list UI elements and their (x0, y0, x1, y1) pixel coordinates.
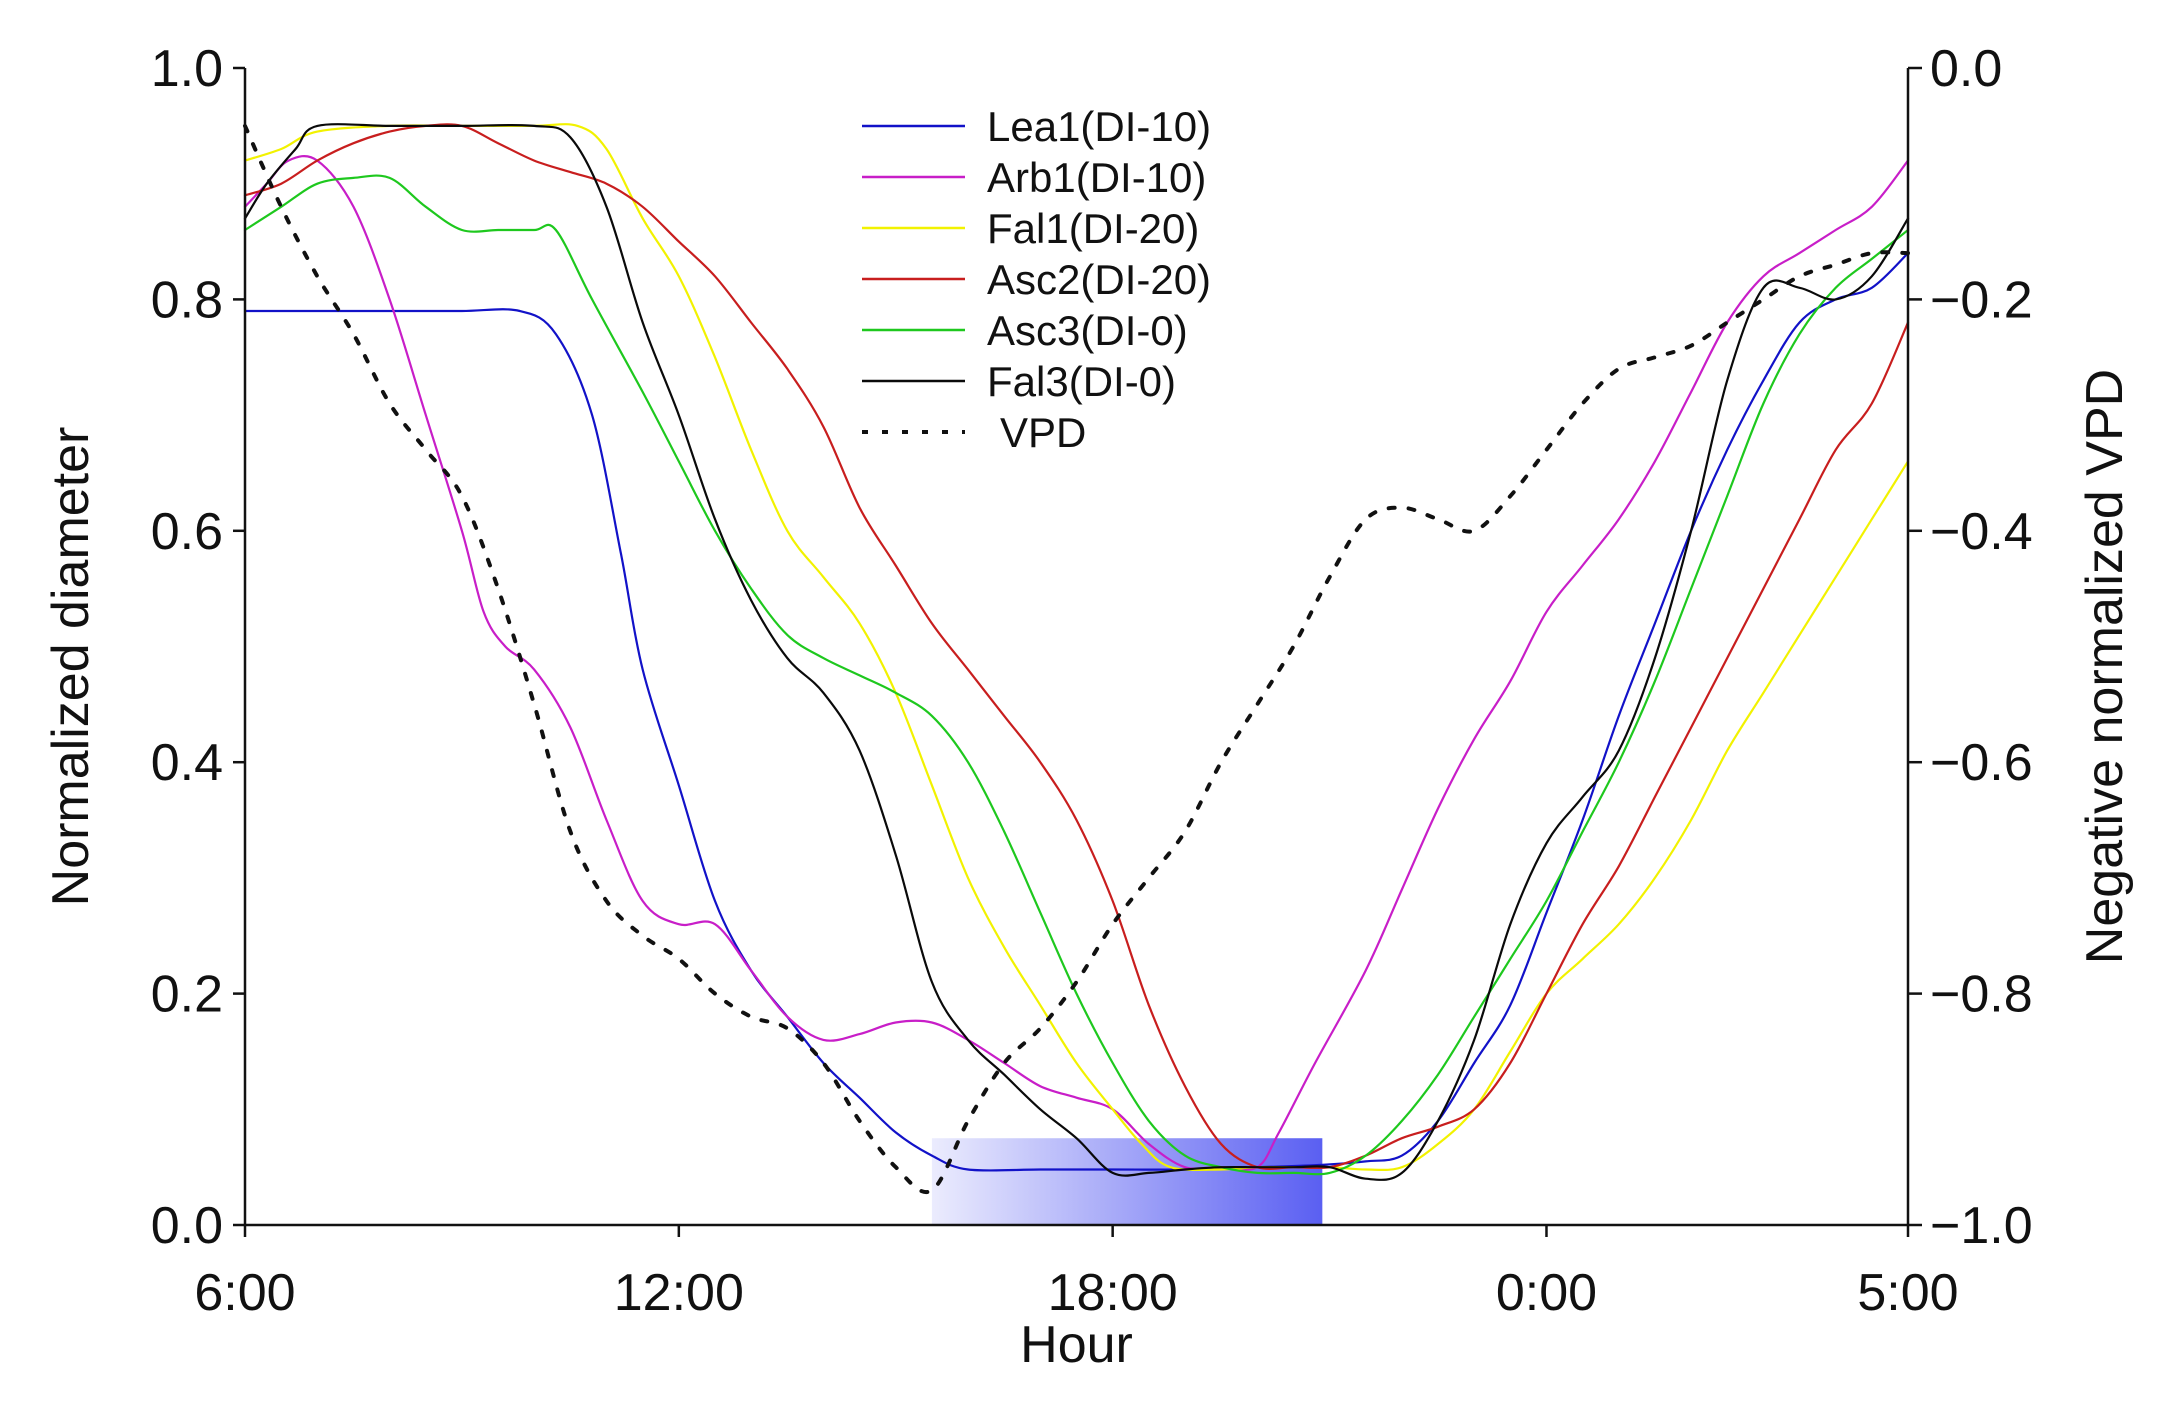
x-tick-label: 12:00 (614, 1264, 744, 1322)
y-tick-label: 0.8 (151, 271, 223, 329)
series-line-fal1-di-20 (243, 123, 1910, 1172)
y-tick-label: 1.0 (151, 40, 223, 98)
legend-label-asc2-di-20: Asc2(DI-20) (987, 256, 1211, 303)
series-line-fal3-di-0 (243, 123, 1910, 1181)
legend: Lea1(DI-10)Arb1(DI-10)Fal1(DI-20)Asc2(DI… (862, 103, 1211, 456)
legend-label-asc3-di-0: Asc3(DI-0) (987, 307, 1188, 354)
legend-label-fal1-di-20: Fal1(DI-20) (987, 205, 1199, 252)
series-line-vpd (243, 123, 1910, 1194)
legend-label-lea1-di-10: Lea1(DI-10) (987, 103, 1211, 150)
highlight-rect (931, 1138, 1323, 1225)
highlight-region (931, 1138, 1323, 1225)
y-tick-label: 0.6 (151, 503, 223, 561)
series-lines (243, 123, 1910, 1194)
x-tick-label: 0:00 (1496, 1264, 1597, 1322)
legend-label-arb1-di-10: Arb1(DI-10) (987, 154, 1206, 201)
y-tick-label: 0.4 (151, 734, 223, 792)
legend-label-vpd: VPD (1000, 409, 1086, 456)
y2-axis-title: Negative normalized VPD (2076, 369, 2134, 964)
y-tick-label: 0.2 (151, 966, 223, 1024)
y2-tick-label: 0.0 (1930, 40, 2002, 98)
y2-tick-label: −0.8 (1930, 966, 2033, 1024)
y2-tick-label: −0.4 (1930, 503, 2033, 561)
y2-tick-label: −0.2 (1930, 271, 2033, 329)
x-axis-title: Hour (1020, 1316, 1133, 1374)
y-axis-title: Normalized diameter (42, 427, 100, 907)
x-tick-label: 6:00 (194, 1264, 295, 1322)
y2-tick-label: −0.6 (1930, 734, 2033, 792)
y-tick-label: 0.0 (151, 1197, 223, 1255)
y2-tick-label: −1.0 (1930, 1197, 2033, 1255)
series-line-arb1-di-10 (243, 155, 1910, 1171)
x-tick-label: 18:00 (1048, 1264, 1178, 1322)
axes: 0.0 0.2 0.4 0.6 0.8 1.0 −1.0 −0.8 −0.6 −0.4 −0.2 0.… (42, 40, 2134, 1374)
series-line-asc3-di-0 (243, 174, 1910, 1176)
legend-label-fal3-di-0: Fal3(DI-0) (987, 358, 1176, 405)
x-tick-label: 5:00 (1857, 1264, 1958, 1322)
series-line-asc2-di-20 (243, 123, 1910, 1170)
